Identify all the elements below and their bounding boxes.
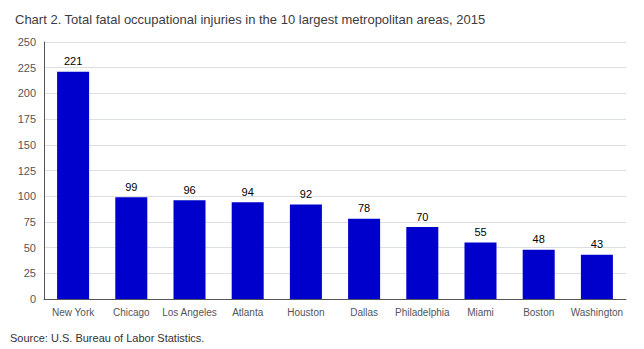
svg-text:Miami: Miami bbox=[467, 307, 494, 318]
svg-text:Source: U.S. Bureau of Labor S: Source: U.S. Bureau of Labor Statistics. bbox=[10, 332, 204, 344]
svg-text:92: 92 bbox=[300, 188, 312, 200]
svg-text:100: 100 bbox=[18, 190, 36, 202]
svg-text:Atlanta: Atlanta bbox=[232, 307, 264, 318]
svg-text:125: 125 bbox=[18, 165, 36, 177]
svg-text:78: 78 bbox=[358, 202, 370, 214]
svg-text:225: 225 bbox=[18, 62, 36, 74]
svg-text:99: 99 bbox=[125, 181, 137, 193]
svg-text:250: 250 bbox=[18, 36, 36, 48]
svg-text:Los Angeles: Los Angeles bbox=[162, 307, 217, 318]
svg-text:48: 48 bbox=[533, 233, 545, 245]
svg-text:221: 221 bbox=[64, 55, 82, 67]
svg-text:Chart 2. Total fatal occupatio: Chart 2. Total fatal occupational injuri… bbox=[15, 12, 485, 27]
svg-text:50: 50 bbox=[24, 242, 36, 254]
svg-text:New York: New York bbox=[52, 307, 95, 318]
svg-text:75: 75 bbox=[24, 216, 36, 228]
svg-text:Dallas: Dallas bbox=[350, 307, 378, 318]
svg-text:96: 96 bbox=[183, 184, 195, 196]
svg-text:150: 150 bbox=[18, 139, 36, 151]
svg-text:0: 0 bbox=[30, 293, 36, 305]
svg-text:25: 25 bbox=[24, 267, 36, 279]
svg-text:Chicago: Chicago bbox=[113, 307, 150, 318]
svg-text:43: 43 bbox=[591, 238, 603, 250]
svg-text:200: 200 bbox=[18, 87, 36, 99]
svg-text:Houston: Houston bbox=[287, 307, 324, 318]
svg-text:175: 175 bbox=[18, 113, 36, 125]
svg-text:Washington: Washington bbox=[571, 307, 623, 318]
svg-text:70: 70 bbox=[416, 211, 428, 223]
svg-text:Boston: Boston bbox=[523, 307, 554, 318]
svg-text:55: 55 bbox=[474, 226, 486, 238]
svg-text:94: 94 bbox=[242, 186, 254, 198]
svg-text:Philadelphia: Philadelphia bbox=[395, 307, 450, 318]
